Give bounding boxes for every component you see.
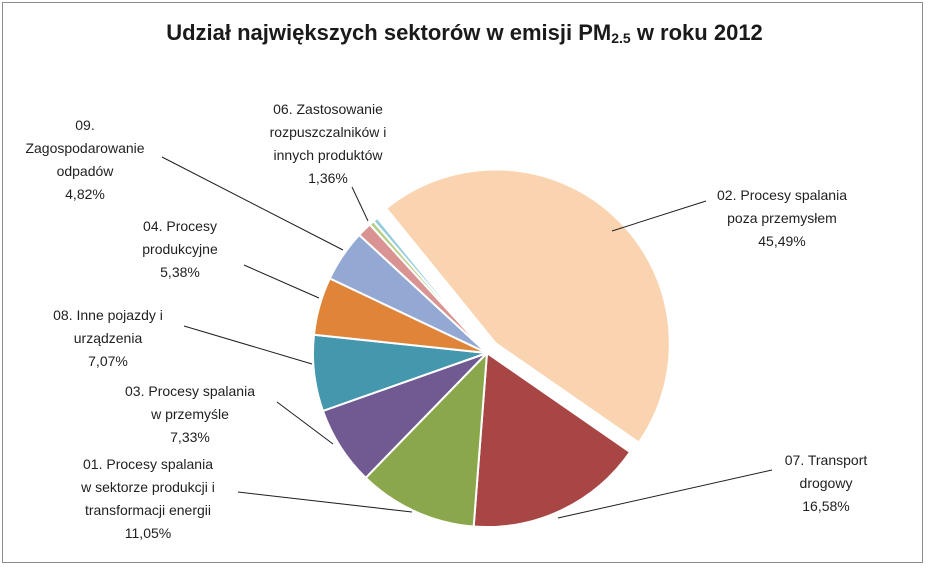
leader-line — [276, 401, 334, 445]
slice-label: 06. Zastosowanie rozpuszczalników i innych… — [270, 101, 387, 186]
leader-line — [237, 491, 413, 513]
leader-line — [243, 264, 320, 299]
leader-line — [611, 200, 707, 232]
slice-label: 09. Zagospodarowanie odpadów 4,82% — [25, 117, 144, 202]
pie-slice — [384, 168, 671, 444]
leader-line — [557, 469, 773, 519]
pie-slice — [372, 216, 488, 354]
slice-label: 02. Procesy spalania poza przemysłem 45,49… — [717, 187, 847, 249]
chart-title: Udział największych sektorów w emisji PM… — [166, 20, 763, 46]
slice-label: 07. Transport drogowy 16,58% — [785, 452, 868, 514]
leader-line — [351, 186, 369, 222]
slice-label: 08. Inne pojazdy i urządzenia 7,07% — [53, 307, 163, 369]
slice-label: 04. Procesy produkcyjne 5,38% — [142, 218, 218, 280]
slice-label: 03. Procesy spalania w przemyśle 7,33% — [125, 383, 255, 445]
slice-label: 01. Procesy spalania w sektorze produkcji… — [80, 456, 215, 541]
leader-line — [183, 325, 313, 365]
leader-line — [161, 156, 344, 251]
pie-slice — [472, 351, 632, 528]
pie-slice — [364, 350, 489, 528]
